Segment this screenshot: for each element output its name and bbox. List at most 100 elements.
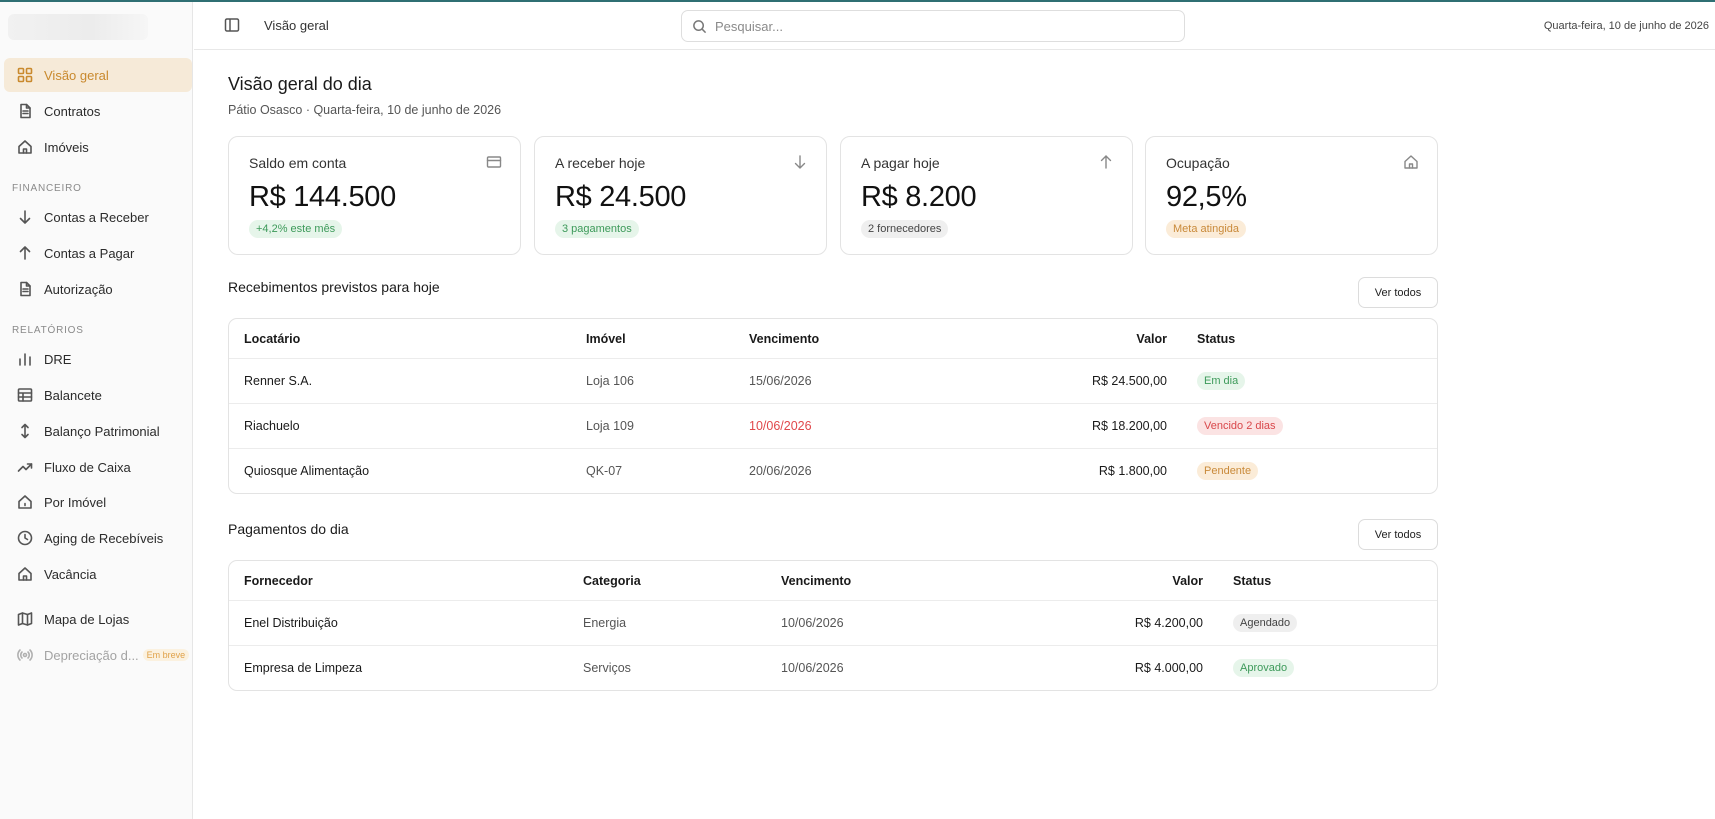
column-header[interactable]: Categoria xyxy=(583,573,641,588)
search-input[interactable] xyxy=(715,18,1155,34)
broadcast-icon xyxy=(17,647,33,663)
due-date-cell: 10/06/2026 xyxy=(749,419,812,433)
sidebar-item-contratos[interactable]: Contratos xyxy=(4,94,192,128)
column-header[interactable]: Status xyxy=(1197,331,1236,346)
receivables-table: Locatário Imóvel Vencimento Valor Status… xyxy=(228,318,1438,494)
table-header-row: Fornecedor Categoria Vencimento Valor St… xyxy=(229,561,1437,600)
column-header[interactable]: Imóvel xyxy=(586,331,626,346)
column-header[interactable]: Vencimento xyxy=(781,573,852,588)
due-date-cell: 10/06/2026 xyxy=(781,661,844,675)
table-row[interactable]: Renner S.A. Loja 106 15/06/2026 R$ 24.50… xyxy=(229,358,1437,403)
card-value: R$ 144.500 xyxy=(249,181,396,213)
sidebar-item-fluxo-de-caixa[interactable]: Fluxo de Caixa xyxy=(4,450,192,484)
payments-table: Fornecedor Categoria Vencimento Valor St… xyxy=(228,560,1438,691)
top-accent-line xyxy=(0,0,1715,2)
sidebar-item-label: Balancete xyxy=(44,387,102,403)
sidebar-item-balancete[interactable]: Balancete xyxy=(4,378,192,412)
card-title: A receber hoje xyxy=(555,155,646,171)
sidebar-item-label: Contas a Receber xyxy=(44,209,149,225)
value-cell: R$ 18.200,00 xyxy=(1091,419,1167,433)
sidebar-item-depreciacao[interactable]: Depreciação d... Em breve xyxy=(4,638,192,672)
bar-chart-icon xyxy=(17,351,33,367)
sidebar-item-visao-geral[interactable]: Visão geral xyxy=(4,58,192,92)
clock-icon xyxy=(17,530,33,546)
arrow-up-icon xyxy=(17,245,33,261)
sidebar-item-label: Autorização xyxy=(44,281,113,297)
sidebar-item-label: Vacância xyxy=(44,566,97,582)
sidebar-item-por-imovel[interactable]: Por Imóvel xyxy=(4,485,192,519)
sidebar-item-label: Por Imóvel xyxy=(44,494,107,510)
kpi-card-ocupacao: Ocupação 92,5% Meta atingida xyxy=(1145,136,1438,255)
card-value: R$ 24.500 xyxy=(555,181,687,213)
status-badge: Pendente xyxy=(1197,462,1259,480)
value-cell: R$ 4.200,00 xyxy=(1134,616,1203,630)
status-badge: Vencido 2 dias xyxy=(1197,417,1283,435)
column-header[interactable]: Locatário xyxy=(244,331,301,346)
status-badge: Em dia xyxy=(1197,372,1246,390)
sidebar-item-imoveis[interactable]: Imóveis xyxy=(4,130,192,164)
sidebar-item-label: Visão geral xyxy=(44,67,109,83)
sidebar-item-mapa-de-lojas[interactable]: Mapa de Lojas xyxy=(4,602,192,636)
receivables-title: Recebimentos previstos para hoje xyxy=(228,279,440,295)
home-pin-icon xyxy=(17,494,33,510)
table-row[interactable]: Enel Distribuição Energia 10/06/2026 R$ … xyxy=(229,600,1437,645)
sidebar-item-label: Contratos xyxy=(44,103,101,119)
trend-up-icon xyxy=(17,459,33,475)
table-icon xyxy=(17,387,33,403)
header-date: Quarta-feira, 10 de junho de 2026 xyxy=(1543,20,1709,32)
column-header[interactable]: Status xyxy=(1233,573,1272,588)
column-header[interactable]: Vencimento xyxy=(749,331,820,346)
supplier-cell: Empresa de Limpeza xyxy=(244,661,363,675)
category-cell: Serviços xyxy=(583,661,631,675)
property-cell: Loja 109 xyxy=(586,419,634,433)
arrow-up-icon xyxy=(1098,154,1114,170)
search-icon xyxy=(692,19,715,34)
status-badge: Aprovado xyxy=(1233,659,1295,677)
top-header: Visão geral Quarta-feira, 10 de junho de… xyxy=(194,2,1715,50)
home-icon xyxy=(17,566,33,582)
sidebar-item-dre[interactable]: DRE xyxy=(4,342,192,376)
sidebar-item-label: Aging de Recebíveis xyxy=(44,530,164,546)
coming-soon-badge: Em breve xyxy=(142,649,190,661)
sidebar-item-contas-a-receber[interactable]: Contas a Receber xyxy=(4,200,192,234)
value-cell: R$ 24.500,00 xyxy=(1091,374,1167,388)
sidebar-item-label: Mapa de Lojas xyxy=(44,611,130,627)
supplier-cell: Enel Distribuição xyxy=(244,616,338,630)
table-row[interactable]: Quiosque Alimentação QK-07 20/06/2026 R$… xyxy=(229,448,1437,493)
table-row[interactable]: Riachuelo Loja 109 10/06/2026 R$ 18.200,… xyxy=(229,403,1437,448)
arrow-down-icon xyxy=(792,154,808,170)
map-icon xyxy=(17,611,33,627)
sidebar-item-balanco-patrimonial[interactable]: Balanço Patrimonial xyxy=(4,414,192,448)
column-header[interactable]: Fornecedor xyxy=(244,573,313,588)
sidebar-item-contas-a-pagar[interactable]: Contas a Pagar xyxy=(4,236,192,270)
sidebar-item-vacancia[interactable]: Vacância xyxy=(4,557,192,591)
view-all-receivables-button[interactable]: Ver todos xyxy=(1358,277,1438,308)
tenant-cell: Riachuelo xyxy=(244,419,300,433)
property-cell: Loja 106 xyxy=(586,374,634,388)
table-row[interactable]: Empresa de Limpeza Serviços 10/06/2026 R… xyxy=(229,645,1437,690)
tenant-cell: Quiosque Alimentação xyxy=(244,464,370,478)
scale-icon xyxy=(17,423,33,439)
breadcrumb: Visão geral xyxy=(264,18,329,33)
home-icon xyxy=(17,139,33,155)
sidebar-item-autorizacao[interactable]: Autorização xyxy=(4,272,192,306)
credit-card-icon xyxy=(486,154,502,170)
section-label-relatorios: RELATÓRIOS xyxy=(12,325,84,336)
column-header[interactable]: Valor xyxy=(1172,573,1203,588)
sidebar-toggle-icon[interactable] xyxy=(224,17,240,33)
due-date-cell: 15/06/2026 xyxy=(749,374,812,388)
due-date-cell: 20/06/2026 xyxy=(749,464,812,478)
value-cell: R$ 4.000,00 xyxy=(1134,661,1203,675)
card-title: A pagar hoje xyxy=(861,155,940,171)
search-box[interactable] xyxy=(681,10,1185,42)
status-badge: Agendado xyxy=(1233,614,1298,632)
sidebar-item-label: DRE xyxy=(44,351,72,367)
sidebar-item-aging-de-recebiveis[interactable]: Aging de Recebíveis xyxy=(4,521,192,555)
kpi-card-saldo: Saldo em conta R$ 144.500 +4,2% este mês xyxy=(228,136,521,255)
logo xyxy=(8,14,148,40)
sidebar-item-label: Depreciação d... xyxy=(44,647,139,663)
view-all-payments-button[interactable]: Ver todos xyxy=(1358,519,1438,550)
property-cell: QK-07 xyxy=(586,464,623,478)
kpi-card-a-receber: A receber hoje R$ 24.500 3 pagamentos xyxy=(534,136,827,255)
column-header[interactable]: Valor xyxy=(1136,331,1167,346)
